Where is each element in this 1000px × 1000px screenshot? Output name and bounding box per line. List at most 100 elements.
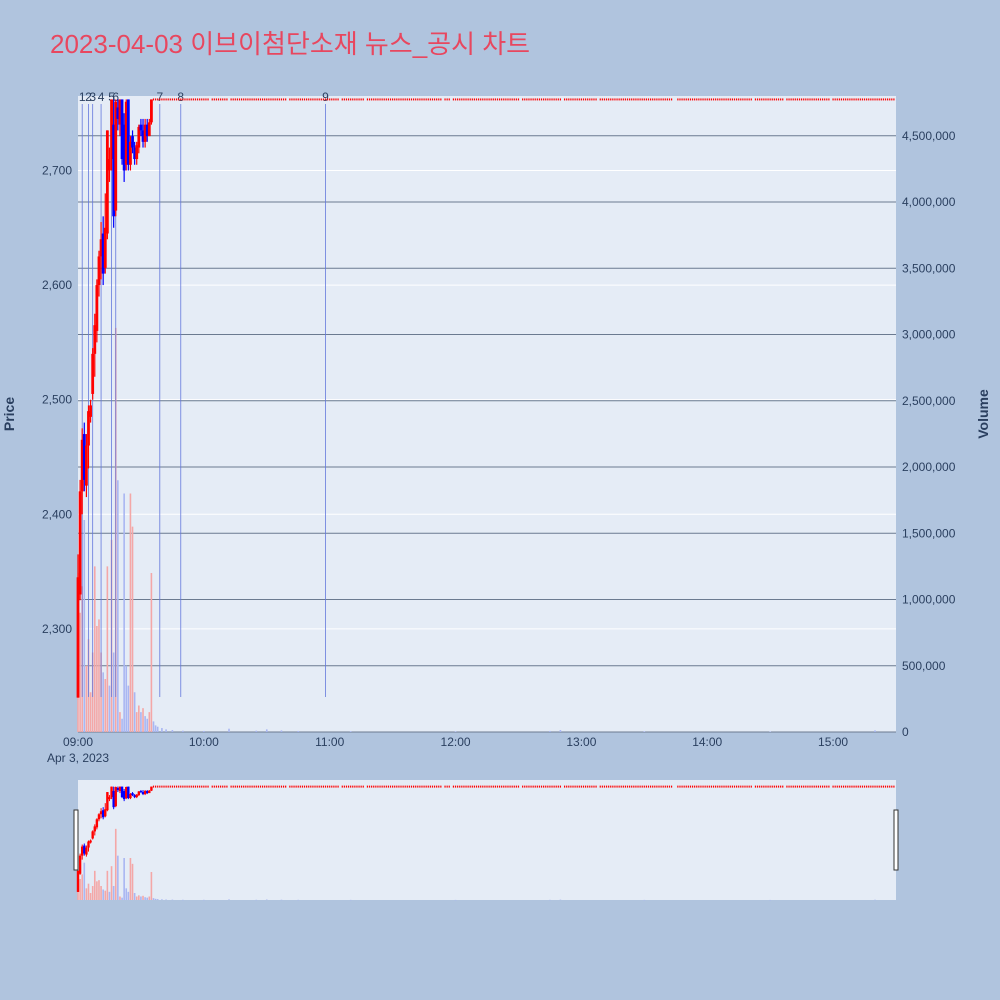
limit-tick	[303, 98, 306, 101]
slider-limit-tick	[412, 785, 415, 788]
slider-limit-tick	[461, 785, 463, 788]
slider-volume-bar	[148, 896, 151, 900]
slider-limit-tick	[201, 785, 203, 788]
slider-limit-tick	[387, 785, 390, 788]
slider-limit-tick	[467, 785, 469, 788]
limit-tick	[217, 98, 220, 101]
candle-body	[87, 411, 90, 446]
news-marker-label: 9	[322, 90, 329, 104]
time-tick-label: 11:00	[315, 735, 344, 749]
limit-tick	[203, 98, 205, 101]
price-tick-label: 2,500	[42, 393, 72, 407]
time-tick-label: 14:00	[692, 735, 722, 749]
slider-limit-tick	[381, 785, 383, 788]
slider-limit-tick	[715, 785, 717, 788]
slider-limit-tick	[853, 785, 855, 788]
slider-limit-tick	[354, 785, 356, 788]
slider-limit-tick	[257, 785, 259, 788]
volume-bar	[117, 480, 119, 732]
slider-limit-tick	[882, 785, 885, 788]
limit-tick	[259, 98, 262, 101]
candle-body	[147, 122, 151, 137]
limit-tick	[595, 98, 597, 101]
slider-limit-tick	[610, 785, 612, 788]
limit-tick	[285, 98, 287, 101]
slider-volume-bar	[769, 899, 771, 901]
slider-limit-tick	[490, 785, 492, 788]
slider-limit-tick	[389, 785, 392, 788]
date-label: Apr 3, 2023	[47, 751, 109, 765]
slider-limit-tick	[721, 785, 723, 788]
limit-tick	[591, 98, 593, 101]
volume-bar	[349, 731, 352, 732]
limit-tick	[343, 98, 345, 101]
slider-limit-tick	[410, 785, 413, 788]
limit-tick	[530, 98, 532, 101]
limit-tick	[746, 98, 748, 101]
volume-bar	[874, 730, 876, 732]
volume-bar	[228, 728, 230, 732]
limit-tick	[245, 98, 247, 101]
limit-tick	[324, 98, 327, 101]
slider-limit-tick	[419, 785, 421, 788]
slider-candle-body	[146, 791, 149, 794]
slider-limit-tick	[576, 785, 578, 788]
volume-bar	[140, 712, 142, 732]
limit-tick	[635, 98, 637, 101]
range-slider-right-handle[interactable]	[893, 809, 899, 871]
limit-tick	[377, 98, 379, 101]
slider-limit-tick	[392, 785, 394, 788]
slider-limit-tick	[494, 785, 496, 788]
volume-bar	[79, 612, 81, 732]
range-slider-background[interactable]	[78, 780, 896, 900]
limit-tick	[601, 98, 603, 101]
slider-volume-bar	[280, 899, 283, 901]
slider-limit-tick	[631, 785, 633, 788]
limit-tick	[440, 98, 442, 101]
limit-tick	[744, 98, 746, 101]
slider-limit-tick	[824, 785, 826, 788]
limit-tick	[452, 98, 455, 101]
time-tick-label: 09:00	[63, 735, 93, 749]
limit-tick	[184, 98, 186, 101]
slider-candle-body	[150, 786, 153, 791]
slider-limit-tick	[796, 785, 799, 788]
slider-volume-bar	[146, 897, 149, 900]
limit-tick	[459, 98, 461, 101]
range-slider-left-handle[interactable]	[73, 809, 79, 871]
limit-tick	[727, 98, 729, 101]
slider-limit-tick	[702, 785, 704, 788]
slider-candle-body	[83, 845, 86, 854]
slider-limit-tick	[264, 785, 266, 788]
slider-limit-tick	[517, 785, 520, 788]
slider-limit-tick	[660, 785, 662, 788]
volume-bar	[643, 731, 646, 732]
limit-tick	[664, 98, 666, 101]
limit-tick	[534, 98, 536, 101]
slider-limit-tick	[478, 785, 480, 788]
limit-tick	[322, 98, 324, 101]
limit-tick	[551, 98, 553, 101]
limit-tick	[589, 98, 591, 101]
slider-candle-body	[104, 809, 107, 817]
slider-limit-tick	[538, 785, 541, 788]
slider-limit-tick	[272, 785, 274, 788]
slider-limit-tick	[641, 785, 643, 788]
slider-limit-tick	[444, 785, 446, 788]
slider-limit-tick	[333, 785, 335, 788]
candle-body	[99, 239, 103, 257]
limit-tick	[641, 98, 643, 101]
limit-tick	[578, 98, 580, 101]
slider-limit-tick	[255, 785, 257, 788]
slider-limit-tick	[580, 785, 582, 788]
slider-limit-tick	[312, 785, 314, 788]
slider-limit-tick	[798, 785, 801, 788]
limit-tick	[329, 98, 331, 101]
limit-tick	[220, 98, 222, 101]
limit-tick	[670, 98, 673, 101]
limit-tick	[276, 98, 278, 101]
limit-tick	[249, 98, 251, 101]
slider-limit-tick	[459, 785, 461, 788]
slider-limit-tick	[744, 785, 746, 788]
limit-tick	[838, 98, 840, 101]
